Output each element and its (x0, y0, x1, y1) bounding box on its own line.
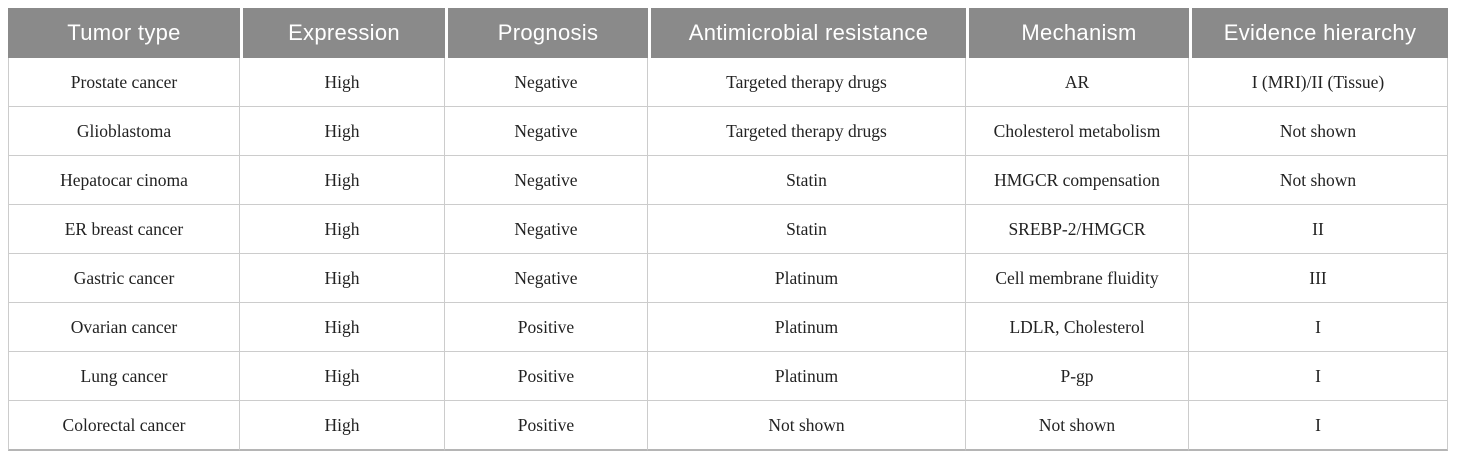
table-cell: Not shown (966, 401, 1189, 451)
table-cell: SREBP-2/HMGCR (966, 205, 1189, 254)
table-cell: High (240, 156, 445, 205)
table-cell: Cholesterol metabolism (966, 107, 1189, 156)
table-cell: High (240, 254, 445, 303)
table-cell: Not shown (648, 401, 966, 451)
tumor-resistance-table: Tumor type Expression Prognosis Antimicr… (8, 8, 1448, 451)
table-cell: HMGCR compensation (966, 156, 1189, 205)
table-cell: Platinum (648, 303, 966, 352)
table-cell: Negative (445, 107, 648, 156)
table-cell: Hepatocar cinoma (8, 156, 240, 205)
column-header-antimicrobial-resistance: Antimicrobial resistance (648, 8, 966, 58)
table-cell: AR (966, 58, 1189, 107)
table-row: Glioblastoma High Negative Targeted ther… (8, 107, 1448, 156)
table-cell: ER breast cancer (8, 205, 240, 254)
table-cell: Positive (445, 401, 648, 451)
table-cell: Statin (648, 205, 966, 254)
table-body: Prostate cancer High Negative Targeted t… (8, 58, 1448, 451)
table-row: Gastric cancer High Negative Platinum Ce… (8, 254, 1448, 303)
table-cell: Ovarian cancer (8, 303, 240, 352)
table-cell: Statin (648, 156, 966, 205)
table-cell: Positive (445, 303, 648, 352)
table-cell: Targeted therapy drugs (648, 58, 966, 107)
table-row: Lung cancer High Positive Platinum P-gp … (8, 352, 1448, 401)
column-header-expression: Expression (240, 8, 445, 58)
header-row: Tumor type Expression Prognosis Antimicr… (8, 8, 1448, 58)
table-cell: Positive (445, 352, 648, 401)
table-cell: Not shown (1189, 107, 1448, 156)
table-cell: Glioblastoma (8, 107, 240, 156)
table-cell: High (240, 107, 445, 156)
table-cell: High (240, 401, 445, 451)
table-cell: I (1189, 303, 1448, 352)
table-row: ER breast cancer High Negative Statin SR… (8, 205, 1448, 254)
table-header: Tumor type Expression Prognosis Antimicr… (8, 8, 1448, 58)
table-cell: Gastric cancer (8, 254, 240, 303)
table-cell: High (240, 303, 445, 352)
table-cell: Platinum (648, 352, 966, 401)
table-cell: High (240, 58, 445, 107)
table-cell: Negative (445, 254, 648, 303)
column-header-mechanism: Mechanism (966, 8, 1189, 58)
table-cell: III (1189, 254, 1448, 303)
table-cell: Targeted therapy drugs (648, 107, 966, 156)
table-cell: Not shown (1189, 156, 1448, 205)
table-cell: P-gp (966, 352, 1189, 401)
table-row: Prostate cancer High Negative Targeted t… (8, 58, 1448, 107)
table-cell: II (1189, 205, 1448, 254)
table-cell: Negative (445, 205, 648, 254)
table-cell: Colorectal cancer (8, 401, 240, 451)
table-cell: I (1189, 401, 1448, 451)
column-header-prognosis: Prognosis (445, 8, 648, 58)
table-cell: Cell membrane fluidity (966, 254, 1189, 303)
table-cell: Lung cancer (8, 352, 240, 401)
column-header-tumor-type: Tumor type (8, 8, 240, 58)
table-cell: Negative (445, 58, 648, 107)
column-header-evidence-hierarchy: Evidence hierarchy (1189, 8, 1448, 58)
table-cell: High (240, 205, 445, 254)
table-cell: High (240, 352, 445, 401)
table-cell: I (MRI)/II (Tissue) (1189, 58, 1448, 107)
table-row: Hepatocar cinoma High Negative Statin HM… (8, 156, 1448, 205)
table-cell: Negative (445, 156, 648, 205)
table-row: Colorectal cancer High Positive Not show… (8, 401, 1448, 451)
table-row: Ovarian cancer High Positive Platinum LD… (8, 303, 1448, 352)
table-cell: Prostate cancer (8, 58, 240, 107)
table-cell: Platinum (648, 254, 966, 303)
table-cell: I (1189, 352, 1448, 401)
table-cell: LDLR, Cholesterol (966, 303, 1189, 352)
